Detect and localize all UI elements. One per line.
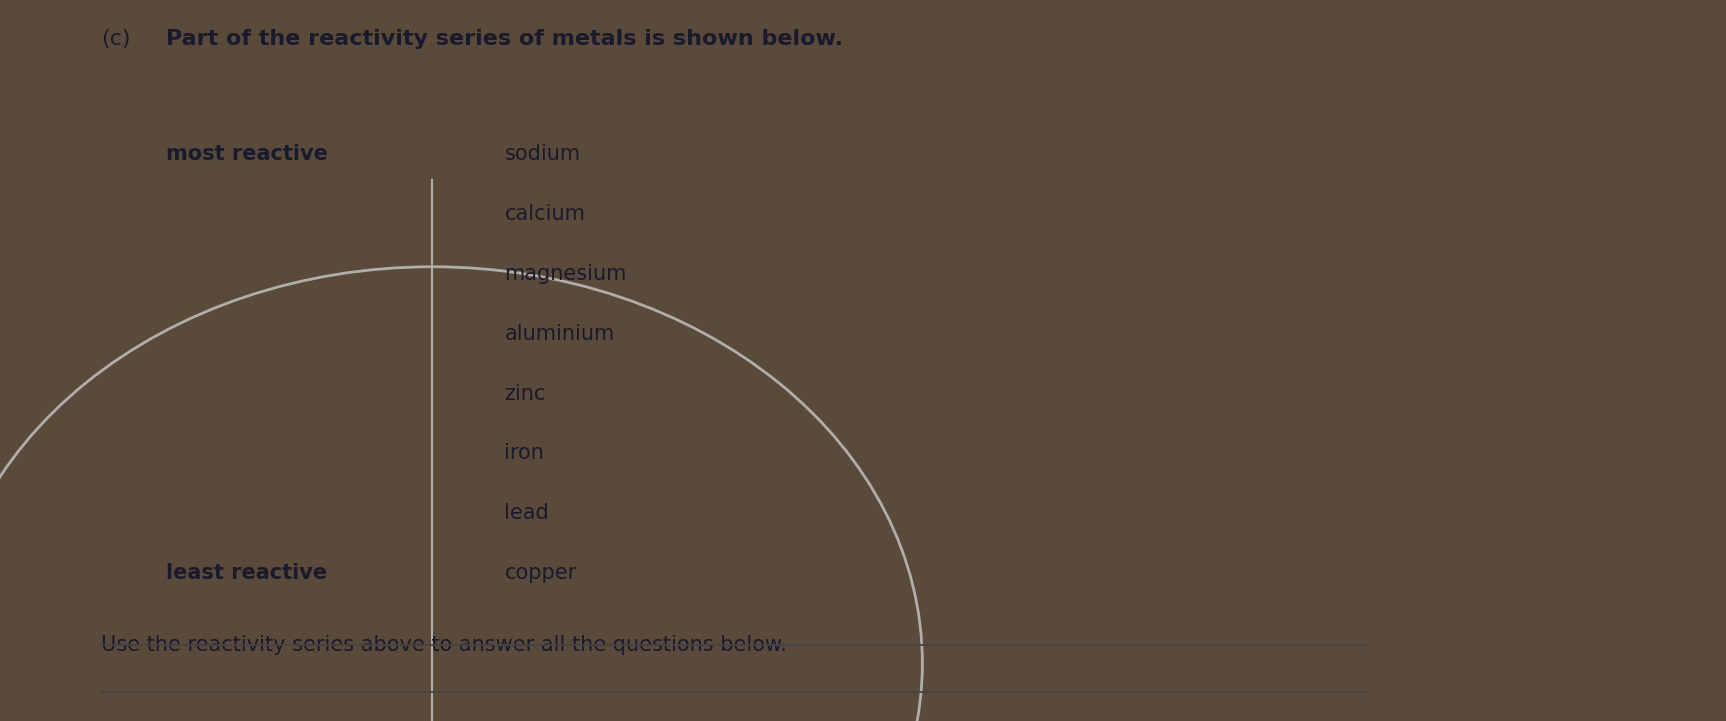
Text: least reactive: least reactive bbox=[166, 563, 326, 583]
Text: calcium: calcium bbox=[504, 204, 585, 224]
Text: Use the reactivity series above to answer all the questions below.: Use the reactivity series above to answe… bbox=[100, 635, 787, 655]
Text: (c): (c) bbox=[100, 29, 131, 49]
Text: most reactive: most reactive bbox=[166, 144, 328, 164]
Text: aluminium: aluminium bbox=[504, 324, 614, 344]
Text: iron: iron bbox=[504, 443, 544, 464]
Text: sodium: sodium bbox=[504, 144, 580, 164]
Text: magnesium: magnesium bbox=[504, 264, 627, 284]
Text: lead: lead bbox=[504, 503, 549, 523]
Text: copper: copper bbox=[504, 563, 576, 583]
Text: Part of the reactivity series of metals is shown below.: Part of the reactivity series of metals … bbox=[166, 29, 842, 49]
Text: zinc: zinc bbox=[504, 384, 545, 404]
